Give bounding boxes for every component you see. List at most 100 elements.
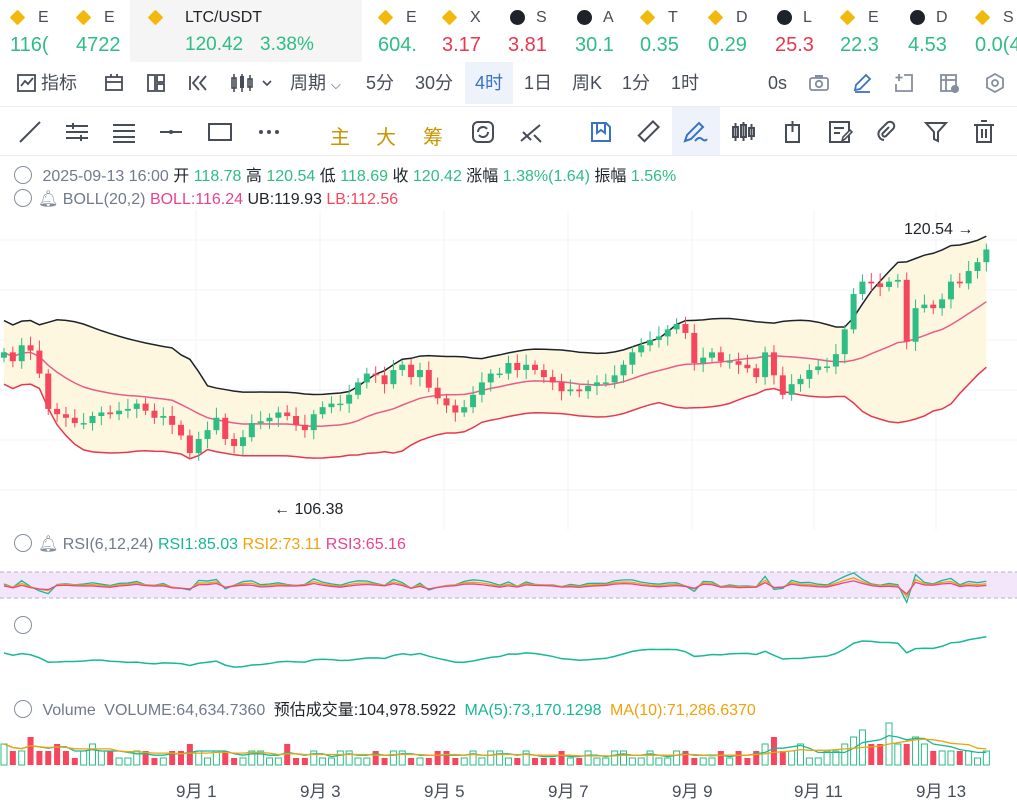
- collapse-icon[interactable]: [14, 700, 32, 718]
- interval-1d[interactable]: 1日: [524, 73, 553, 93]
- candle-body: [956, 281, 963, 284]
- interval-5m[interactable]: 5分: [366, 73, 395, 93]
- volume-bar: [584, 750, 592, 766]
- volume-bar: [496, 750, 504, 766]
- ticker-item[interactable]: E 22.3: [840, 0, 895, 62]
- expand-icon[interactable]: [14, 616, 32, 634]
- ticker-item[interactable]: L 25.3: [775, 0, 825, 62]
- x-tick-label: 9月 13: [916, 782, 967, 801]
- candle-body: [602, 382, 609, 384]
- close-value: 120.42: [412, 168, 462, 185]
- ticker-item[interactable]: S 3.81: [508, 0, 563, 62]
- boll-lb: LB:112.56: [326, 191, 399, 208]
- ticker-price: 120.42: [185, 34, 244, 55]
- ticker-item[interactable]: X 3.17: [442, 0, 492, 62]
- volume-bar: [576, 758, 583, 765]
- volume-name[interactable]: Volume: [42, 702, 96, 719]
- interval-4h[interactable]: 4时: [465, 62, 513, 104]
- candle-compare-icon[interactable]: [731, 119, 757, 145]
- main-indicator-button[interactable]: 主: [330, 127, 350, 149]
- interval-1w[interactable]: 周K: [572, 73, 603, 93]
- template-icon[interactable]: [938, 72, 960, 94]
- ticker-item[interactable]: E 4722: [76, 0, 126, 62]
- magnet-icon[interactable]: [518, 119, 544, 145]
- volume-bar: [54, 744, 61, 765]
- pen-icon[interactable]: [851, 72, 873, 94]
- sync-icon[interactable]: [470, 119, 496, 145]
- candle-body: [726, 361, 733, 363]
- camera-icon[interactable]: [808, 72, 830, 94]
- volume-bar: [363, 757, 371, 766]
- oscillator-chart[interactable]: [0, 630, 1017, 690]
- candle-body: [877, 283, 884, 287]
- collapse-icon[interactable]: [14, 534, 32, 552]
- candle-body: [160, 416, 167, 418]
- layout-icon[interactable]: [103, 72, 125, 94]
- ticker-price: 3.17: [442, 34, 481, 56]
- trend-line-icon[interactable]: [17, 119, 43, 145]
- more-icon[interactable]: [256, 119, 282, 145]
- ticker-price: 604.: [378, 34, 417, 56]
- rectangle-icon[interactable]: [207, 119, 233, 145]
- add-window-icon[interactable]: [893, 72, 915, 94]
- indicator-icon[interactable]: [16, 72, 38, 94]
- ticker-item[interactable]: T 0.35: [640, 0, 695, 62]
- ticker-active-ltc[interactable]: LTC/USDT 120.42 3.38%: [130, 0, 362, 62]
- candle-body: [567, 389, 574, 392]
- candle-body: [390, 370, 397, 385]
- volume-chart[interactable]: [0, 715, 1017, 770]
- settings-icon[interactable]: [984, 72, 1006, 94]
- ticker-item[interactable]: D 0.29: [708, 0, 763, 62]
- volume-bar: [478, 757, 486, 766]
- bookmark-icon[interactable]: [588, 119, 614, 145]
- candle-body: [523, 364, 530, 371]
- ticker-item[interactable]: A 30.1: [575, 0, 630, 62]
- rsi-chart[interactable]: [0, 556, 1017, 612]
- bell-icon[interactable]: 🔔︎: [38, 536, 59, 553]
- x-tick-label: 9月 3: [300, 782, 341, 801]
- candle-body: [381, 375, 388, 385]
- candle-body: [1, 352, 7, 358]
- chevron-down-icon[interactable]: [262, 72, 272, 94]
- link-icon[interactable]: [875, 119, 901, 145]
- collapse-icon[interactable]: [14, 166, 32, 184]
- interval-1h[interactable]: 1时: [671, 73, 700, 93]
- trash-icon[interactable]: [971, 119, 997, 145]
- note-icon[interactable]: [827, 119, 853, 145]
- boll-name[interactable]: BOLL(20,2): [62, 191, 146, 208]
- ruler-icon[interactable]: [635, 119, 661, 145]
- ticker-item[interactable]: E 604.: [378, 0, 426, 62]
- period-button[interactable]: 周期 ⌵: [290, 62, 341, 104]
- interval-1m[interactable]: 1分: [622, 73, 651, 93]
- big-order-button[interactable]: 大: [376, 127, 396, 149]
- volume-bar: [398, 750, 406, 766]
- collapsed-indicator: [14, 616, 38, 636]
- interval-30m[interactable]: 30分: [415, 73, 454, 93]
- lock-icon[interactable]: [780, 119, 806, 145]
- replay-icon[interactable]: [187, 72, 209, 94]
- ticker-symbol: E: [104, 9, 115, 26]
- bell-icon[interactable]: 🔔︎: [38, 191, 59, 208]
- indicators-button[interactable]: 指标: [41, 73, 77, 93]
- ticker-item[interactable]: S 0.0(4: [975, 0, 1017, 62]
- brush-icon[interactable]: [682, 119, 708, 145]
- main-chart[interactable]: 120.54 → ← 106.38: [0, 210, 1017, 530]
- candle-body: [549, 377, 556, 383]
- collapse-icon[interactable]: [14, 189, 32, 207]
- filter-icon[interactable]: [923, 119, 949, 145]
- rsi-name[interactable]: RSI(6,12,24): [62, 536, 154, 553]
- volume-bar: [124, 757, 132, 766]
- candle-type-icon[interactable]: [230, 72, 260, 94]
- active-tool-bg: [672, 107, 720, 155]
- parallel-lines-icon[interactable]: [64, 119, 90, 145]
- crossed-circle-icon: [510, 10, 525, 25]
- ticker-item[interactable]: D 4.53: [908, 0, 963, 62]
- chip-distribution-button[interactable]: 筹: [423, 127, 443, 149]
- high-value: 120.54: [266, 168, 316, 185]
- fib-icon[interactable]: [111, 119, 137, 145]
- candle-body: [868, 281, 875, 284]
- split-icon[interactable]: [145, 72, 167, 94]
- volume-bar: [797, 743, 804, 766]
- ticker-item[interactable]: E 116(: [10, 0, 50, 62]
- horizontal-line-icon[interactable]: [158, 119, 184, 145]
